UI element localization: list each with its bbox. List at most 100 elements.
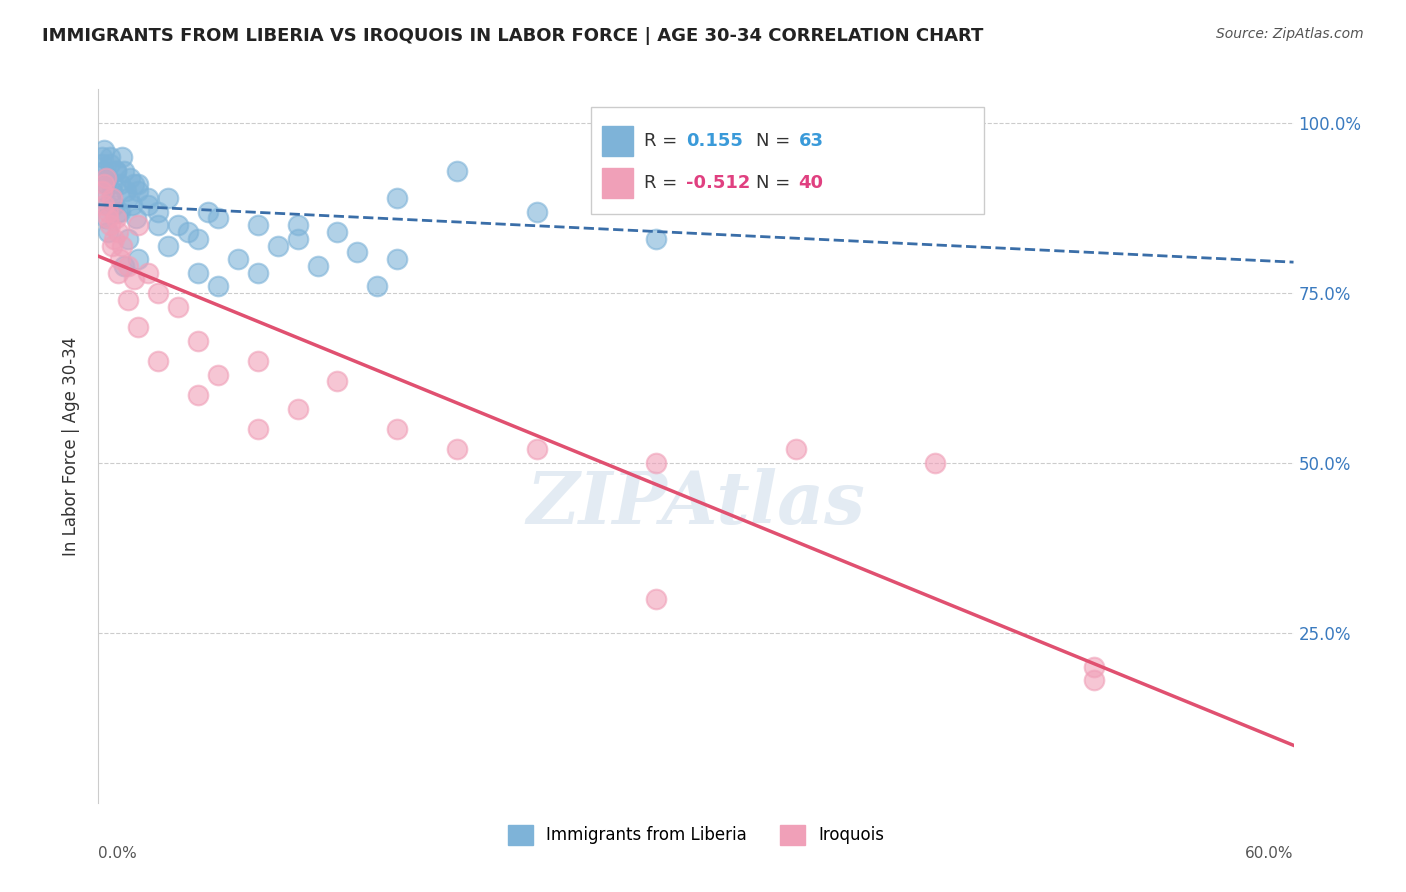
Point (157, 238, 180, 252)
Point (97, 211, 120, 226)
Point (287, 232, 309, 246)
Point (645, 591, 668, 606)
Point (526, 442, 548, 457)
Point (287, 218, 309, 232)
Point (110, 252, 132, 266)
Y-axis label: In Labor Force | Age 30-34: In Labor Force | Age 30-34 (62, 336, 80, 556)
Point (167, 300, 190, 314)
Point (120, 170, 142, 185)
Point (127, 218, 149, 232)
Point (346, 245, 368, 260)
Point (197, 204, 219, 219)
Point (207, 279, 229, 293)
Point (148, 218, 170, 232)
Text: IMMIGRANTS FROM LIBERIA VS IROQUOIS IN LABOR FORCE | AGE 30-34 CORRELATION CHART: IMMIGRANTS FROM LIBERIA VS IROQUOIS IN L… (42, 27, 984, 45)
Point (110, 178, 132, 192)
Point (884, 136, 907, 151)
Point (446, 442, 468, 457)
Point (148, 204, 170, 219)
Text: R =: R = (644, 132, 683, 150)
Point (96, 178, 118, 192)
Point (136, 266, 159, 280)
Point (93, 198, 115, 212)
Point (103, 198, 125, 212)
Point (1083, 660, 1105, 674)
Point (111, 238, 134, 252)
Point (267, 238, 290, 252)
Point (645, 456, 668, 470)
Point (177, 225, 200, 239)
Point (246, 218, 269, 232)
Point (98, 218, 122, 232)
Point (187, 266, 209, 280)
Point (385, 252, 409, 266)
Point (93, 144, 115, 158)
Point (207, 368, 229, 382)
Point (148, 354, 170, 368)
Point (111, 150, 134, 164)
Text: -0.512: -0.512 (686, 174, 751, 192)
Point (645, 232, 668, 246)
Text: 63: 63 (799, 132, 824, 150)
Point (98, 150, 122, 164)
Point (117, 191, 139, 205)
Point (93, 163, 115, 178)
Point (127, 320, 149, 334)
Point (117, 232, 139, 246)
Point (97, 198, 120, 212)
Point (127, 184, 149, 198)
Point (187, 232, 209, 246)
Point (115, 184, 138, 198)
Point (112, 163, 135, 178)
Point (103, 232, 125, 246)
Text: 60.0%: 60.0% (1246, 846, 1294, 861)
Point (167, 218, 190, 232)
Point (446, 163, 468, 178)
Point (307, 259, 329, 273)
Point (326, 225, 349, 239)
Point (187, 334, 209, 348)
Point (326, 375, 349, 389)
Point (246, 266, 269, 280)
Point (246, 422, 269, 436)
Point (107, 225, 129, 239)
Text: N =: N = (756, 132, 796, 150)
Point (91, 150, 114, 164)
Point (157, 191, 180, 205)
Point (125, 211, 148, 226)
Point (127, 252, 149, 266)
Point (207, 211, 229, 226)
Point (101, 178, 124, 192)
Point (785, 442, 807, 457)
Point (124, 178, 146, 192)
Point (107, 266, 129, 280)
Point (91, 184, 114, 198)
Point (96, 211, 118, 226)
Point (124, 272, 146, 286)
Point (105, 211, 128, 226)
Point (117, 293, 139, 307)
Point (924, 456, 946, 470)
Text: ZIPAtlas: ZIPAtlas (527, 467, 865, 539)
Point (91, 157, 114, 171)
Text: R =: R = (644, 174, 683, 192)
Point (287, 401, 309, 416)
Point (101, 238, 124, 252)
Point (127, 178, 149, 192)
Text: Source: ZipAtlas.com: Source: ZipAtlas.com (1216, 27, 1364, 41)
Point (121, 198, 143, 212)
Point (93, 184, 115, 198)
Text: 0.0%: 0.0% (98, 846, 138, 861)
Point (366, 279, 388, 293)
Point (101, 184, 124, 198)
Point (105, 163, 128, 178)
Point (226, 252, 249, 266)
Point (385, 191, 409, 205)
Point (187, 388, 209, 402)
Point (246, 354, 269, 368)
Point (110, 204, 132, 219)
Point (96, 170, 118, 185)
Point (97, 170, 120, 185)
Text: 40: 40 (799, 174, 824, 192)
Point (112, 259, 135, 273)
